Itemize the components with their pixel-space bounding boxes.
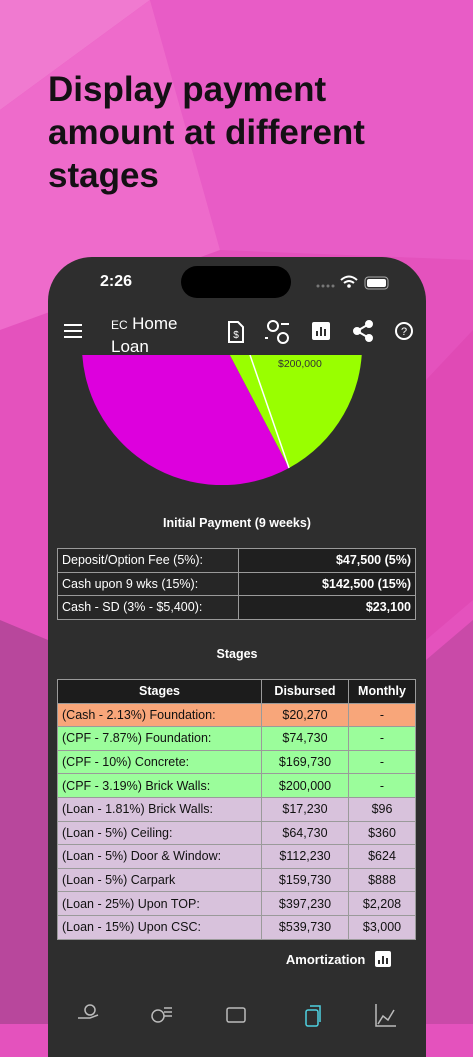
- background: [0, 0, 473, 1024]
- convert-button[interactable]: [265, 320, 289, 344]
- table-row: (Loan - 15%) Upon CSC: $539,730 $3,000: [57, 914, 416, 940]
- stage-name: (Loan - 5%) Ceiling:: [57, 820, 262, 846]
- tab-button[interactable]: [151, 1007, 172, 1023]
- disbursed-amount: $397,230: [261, 891, 349, 916]
- monthly-amount: $624: [348, 844, 416, 869]
- tab-button[interactable]: [226, 1007, 246, 1023]
- tab-button[interactable]: [375, 1004, 396, 1027]
- pie-slice: [229, 355, 362, 468]
- invoice-button[interactable]: $: [228, 321, 244, 343]
- table-row: (CPF - 7.87%) Foundation: $74,730-: [57, 726, 416, 751]
- bg-shape: [0, 0, 220, 330]
- cell-value: $47,500 (5%): [238, 548, 416, 573]
- stage-name: (CPF - 3.19%) Brick Walls:: [57, 773, 262, 798]
- monthly-amount: $96: [348, 796, 416, 822]
- header-cell: Disbursed: [261, 679, 349, 704]
- app-title: EC Home Loan: [111, 313, 177, 359]
- initial-payment-table: Deposit/Option Fee (5%): $47,500 (5%) Cas…: [57, 548, 416, 620]
- amortization-icon: [375, 951, 391, 967]
- cell-label: Cash - SD (3% - $5,400):: [57, 595, 239, 620]
- amortization-label: Amortization: [285, 952, 366, 967]
- help-button[interactable]: ?: [395, 322, 413, 340]
- disbursed-amount: $169,730: [261, 749, 349, 775]
- monthly-amount: -: [348, 773, 416, 798]
- monthly-amount: $360: [348, 820, 416, 846]
- cell-label: Deposit/Option Fee (5%):: [57, 548, 239, 573]
- bg-shape: [0, 620, 48, 1024]
- table-row: Cash upon 9 wks (15%): $142,500 (15%): [57, 571, 416, 597]
- stage-name: (Loan - 15%) Upon CSC:: [57, 914, 262, 940]
- chart-button[interactable]: [312, 322, 330, 340]
- tab-button[interactable]: [78, 1004, 99, 1019]
- table-row: (Loan - 1.81%) Brick Walls: $17,230 $96: [57, 796, 416, 822]
- svg-text:$: $: [233, 330, 239, 341]
- cell-label: Cash upon 9 wks (15%):: [57, 571, 239, 597]
- status-icons: [316, 275, 389, 290]
- status-time: 2:26: [100, 273, 133, 290]
- tab-button[interactable]: [305, 1005, 321, 1027]
- table-row: (Cash - 2.13%) Foundation: $20,270-: [57, 702, 416, 728]
- initial-payment-title: Initial Payment (9 weeks): [163, 516, 311, 530]
- table-row: (CPF - 10%) Concrete: $169,730-: [57, 749, 416, 775]
- monthly-amount: $3,000: [348, 914, 416, 940]
- app-title-line2: Loan: [111, 337, 149, 356]
- pie-label: $200,000: [278, 358, 322, 370]
- header-row: Stages Disbursed Monthly: [57, 679, 416, 704]
- table-row: (Loan - 5%) Carpark $159,730 $888: [57, 867, 416, 893]
- pie-slice: [82, 355, 289, 485]
- phone: 2:26 EC Home Loan $ ? $200,000 Initial P…: [48, 257, 426, 1057]
- stage-name: (Cash - 2.13%) Foundation:: [57, 702, 262, 728]
- monthly-amount: $2,208: [348, 891, 416, 916]
- disbursed-amount: $159,730: [261, 867, 349, 893]
- disbursed-amount: $17,230: [261, 796, 349, 822]
- tab-bar: [78, 1004, 396, 1027]
- toolbar-icons: $ ?: [228, 320, 413, 344]
- disbursed-amount: $20,270: [261, 702, 349, 728]
- dynamic-island: [181, 266, 291, 298]
- stages-title: Stages: [216, 647, 258, 661]
- svg-text:?: ?: [401, 326, 407, 338]
- stage-name: (CPF - 10%) Concrete:: [57, 749, 262, 775]
- monthly-amount: -: [348, 726, 416, 751]
- header-cell: Monthly: [348, 679, 416, 704]
- stage-name: (Loan - 5%) Carpark: [57, 867, 262, 893]
- disbursed-amount: $200,000: [261, 773, 349, 798]
- stage-name: (Loan - 25%) Upon TOP:: [57, 891, 262, 916]
- amortization-button[interactable]: Amortization: [286, 951, 391, 967]
- stage-name: (CPF - 7.87%) Foundation:: [57, 726, 262, 751]
- stages-table: Stages Disbursed Monthly (Cash - 2.13%) …: [57, 679, 416, 940]
- table-row: (Loan - 5%) Ceiling: $64,730 $360: [57, 820, 416, 846]
- table-row: Cash - SD (3% - $5,400): $23,100: [57, 595, 416, 620]
- pie-chart: $200,000: [82, 355, 362, 485]
- table-row: (Loan - 5%) Door & Window: $112,230 $624: [57, 844, 416, 869]
- disbursed-amount: $539,730: [261, 914, 349, 940]
- app-title-prefix: EC: [111, 318, 128, 332]
- monthly-amount: -: [348, 749, 416, 775]
- stage-name: (Loan - 1.81%) Brick Walls:: [57, 796, 262, 822]
- table-row: (CPF - 3.19%) Brick Walls: $200,000-: [57, 773, 416, 798]
- disbursed-amount: $74,730: [261, 726, 349, 751]
- stage-name: (Loan - 5%) Door & Window:: [57, 844, 262, 869]
- menu-button[interactable]: [62, 322, 84, 340]
- monthly-amount: -: [348, 702, 416, 728]
- table-row: (Loan - 25%) Upon TOP: $397,230 $2,208: [57, 891, 416, 916]
- cell-value: $23,100: [238, 595, 416, 620]
- monthly-amount: $888: [348, 867, 416, 893]
- headline: Display payment amount at different stag…: [48, 70, 365, 195]
- bg-shape: [426, 330, 473, 640]
- slice-divider: [249, 355, 290, 469]
- bg-shape: [150, 0, 473, 260]
- disbursed-amount: $64,730: [261, 820, 349, 846]
- table-row: Deposit/Option Fee (5%): $47,500 (5%): [57, 548, 416, 573]
- bg-shape: [426, 620, 473, 1024]
- disbursed-amount: $112,230: [261, 844, 349, 869]
- header-cell: Stages: [57, 679, 262, 704]
- cell-value: $142,500 (15%): [238, 571, 416, 597]
- app-title-line1: Home: [132, 314, 178, 333]
- share-button[interactable]: [353, 320, 373, 342]
